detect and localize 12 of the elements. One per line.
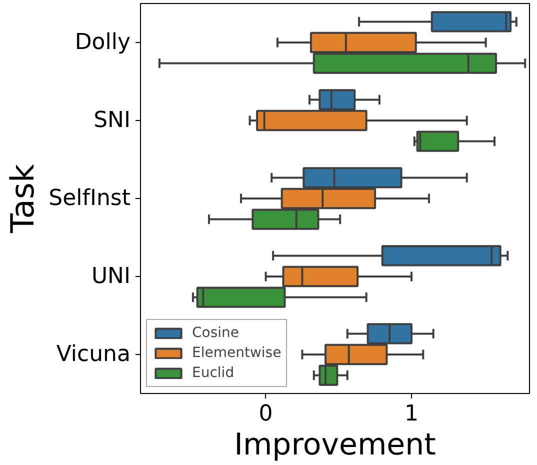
y-tick-label: SNI	[94, 108, 131, 133]
x-tick-label: 0	[258, 402, 273, 426]
x-tick-label: 1	[404, 402, 418, 426]
y-tick-label: SelfInst	[48, 186, 131, 211]
legend-label: Euclid	[192, 365, 234, 381]
y-axis-title: Task	[4, 164, 42, 234]
legend-label: Elementwise	[192, 345, 282, 361]
legend-label: Cosine	[192, 325, 240, 341]
y-tick-label: Dolly	[74, 30, 131, 55]
x-axis-title: Improvement	[234, 428, 436, 462]
y-tick-label: Vicuna	[56, 342, 131, 367]
y-tick-label: UNI	[91, 264, 131, 289]
